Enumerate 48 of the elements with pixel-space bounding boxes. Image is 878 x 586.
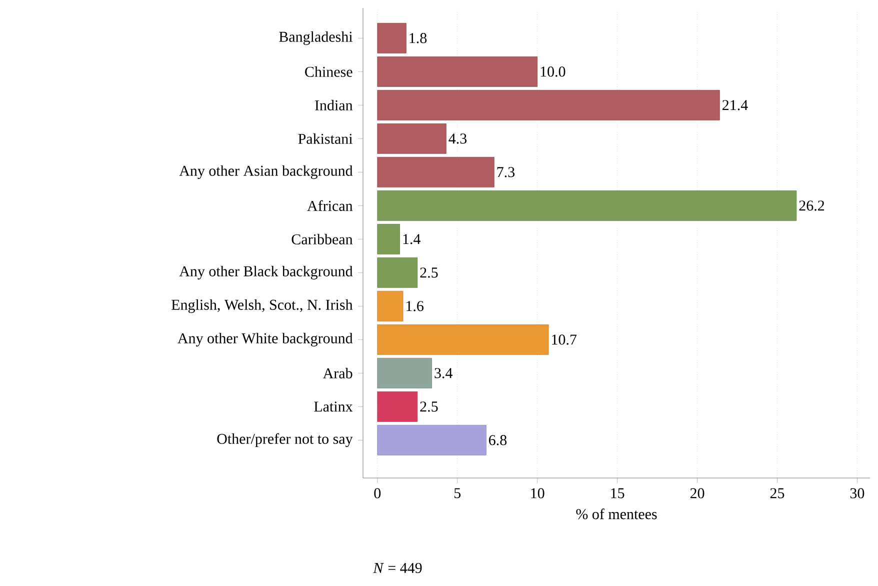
data-label: 3.4 [434, 368, 452, 378]
bar [377, 224, 400, 254]
y-tick-label: Any other Black background [179, 266, 353, 280]
y-tick-label: Arab [322, 368, 352, 378]
data-label: 2.5 [420, 268, 438, 278]
x-tick-label: 0 [374, 488, 381, 498]
bar [377, 324, 549, 355]
data-label: 7.3 [497, 167, 515, 178]
x-tick-label: 15 [611, 488, 624, 498]
bar [377, 22, 406, 54]
x-tick-label: 10 [531, 488, 544, 498]
x-tick-label: 25 [770, 488, 784, 498]
bar [377, 156, 494, 188]
y-tick-label: Bangladeshi [279, 31, 353, 45]
y-tick-label: Other/prefer not to say [217, 433, 353, 448]
x-axis-title: % of mentees [576, 508, 657, 520]
x-tick-label: 30 [850, 488, 864, 498]
data-label: 1.6 [406, 301, 424, 312]
y-tick-label: Latinx [314, 402, 353, 412]
data-label: 4.3 [448, 134, 467, 144]
y-tick-label: Indian [315, 100, 353, 110]
bar [377, 257, 418, 288]
y-tick-label: Any other Asian background [179, 165, 353, 179]
data-label: 2.5 [420, 402, 438, 412]
data-label: 6.8 [488, 435, 507, 446]
y-tick-label: African [307, 200, 353, 211]
data-label: 1.4 [403, 234, 420, 244]
bar [377, 424, 486, 456]
y-tick-label: Chinese [305, 66, 352, 77]
y-tick-label: Any other White background [178, 332, 353, 346]
y-tick-label: Caribbean [292, 234, 353, 244]
bar [377, 391, 418, 422]
data-label: 10.0 [540, 66, 566, 77]
y-tick-label: Pakistani [298, 133, 353, 144]
y-tick-label: English, Welsh, Scot., N. Irish [172, 299, 353, 313]
bar [377, 190, 797, 221]
data-label: 26.2 [799, 200, 824, 211]
bar [377, 123, 446, 154]
data-label: 1.8 [410, 33, 427, 44]
bar [377, 56, 538, 87]
data-label: 10.7 [552, 334, 577, 345]
bar [377, 290, 404, 322]
x-tick-label: 20 [690, 488, 704, 498]
bar [377, 358, 432, 388]
data-label: 21.4 [722, 100, 748, 110]
x-tick-label: 5 [454, 488, 461, 498]
text: N = 449 [373, 562, 422, 574]
bar [377, 90, 720, 120]
